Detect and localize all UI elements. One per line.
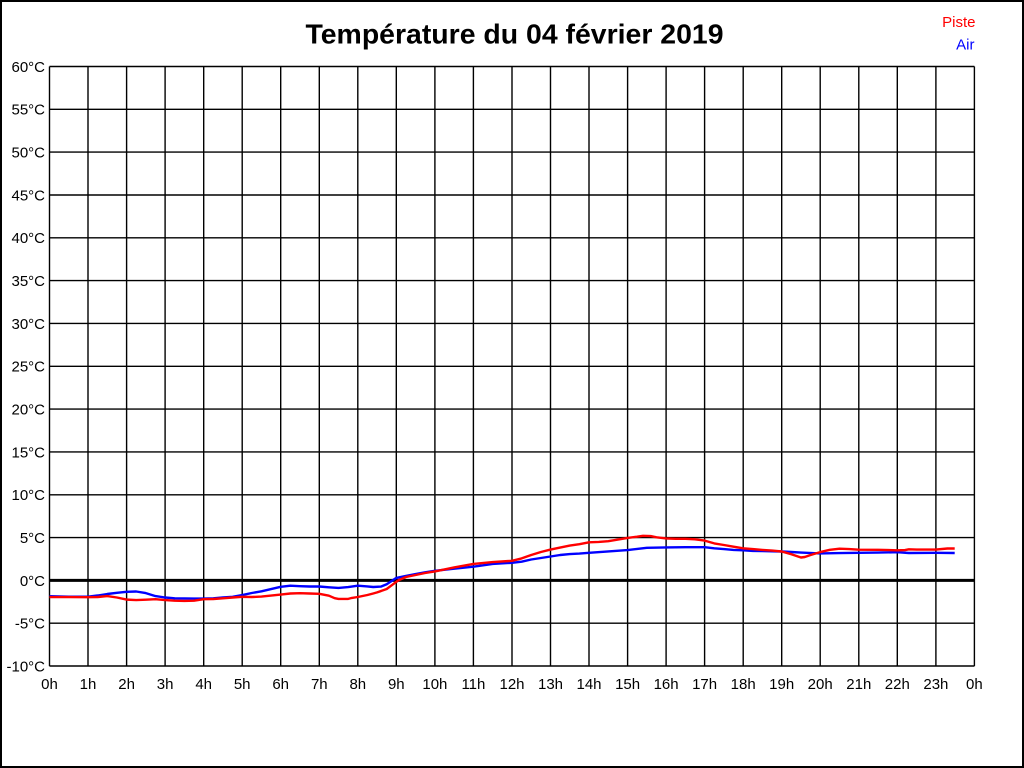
svg-text:21h: 21h [846,676,871,693]
svg-text:4h: 4h [195,676,212,693]
svg-text:16h: 16h [654,676,679,693]
svg-text:15h: 15h [615,676,640,693]
svg-text:-10°C: -10°C [6,658,45,675]
svg-text:1h: 1h [80,676,97,693]
svg-text:18h: 18h [731,676,756,693]
svg-text:13h: 13h [538,676,563,693]
svg-text:5h: 5h [234,676,251,693]
svg-text:5°C: 5°C [20,530,45,547]
svg-text:17h: 17h [692,676,717,693]
svg-text:55°C: 55°C [11,102,45,119]
svg-text:12h: 12h [499,676,524,693]
svg-text:20h: 20h [808,676,833,693]
svg-text:15°C: 15°C [11,444,45,461]
svg-text:6h: 6h [272,676,289,693]
svg-text:9h: 9h [388,676,405,693]
svg-text:20°C: 20°C [11,402,45,419]
svg-text:8h: 8h [349,676,366,693]
svg-text:35°C: 35°C [11,273,45,290]
svg-text:2h: 2h [118,676,135,693]
svg-text:0h: 0h [41,676,58,693]
svg-text:14h: 14h [576,676,601,693]
svg-text:60°C: 60°C [11,59,45,76]
svg-text:Piste: Piste [942,14,975,31]
svg-text:45°C: 45°C [11,187,45,204]
svg-text:-5°C: -5°C [15,616,45,633]
svg-text:19h: 19h [769,676,794,693]
svg-text:50°C: 50°C [11,145,45,162]
svg-text:10°C: 10°C [11,487,45,504]
svg-text:0h: 0h [966,676,983,693]
svg-text:23h: 23h [923,676,948,693]
svg-text:30°C: 30°C [11,316,45,333]
svg-text:25°C: 25°C [11,359,45,376]
svg-text:7h: 7h [311,676,328,693]
svg-text:Air: Air [956,37,974,54]
svg-text:3h: 3h [157,676,174,693]
svg-text:22h: 22h [885,676,910,693]
svg-text:0°C: 0°C [20,573,45,590]
svg-text:40°C: 40°C [11,230,45,247]
svg-text:11h: 11h [461,676,485,693]
svg-text:10h: 10h [422,676,447,693]
svg-text:Température du 04 février 2019: Température du 04 février 2019 [306,19,724,50]
